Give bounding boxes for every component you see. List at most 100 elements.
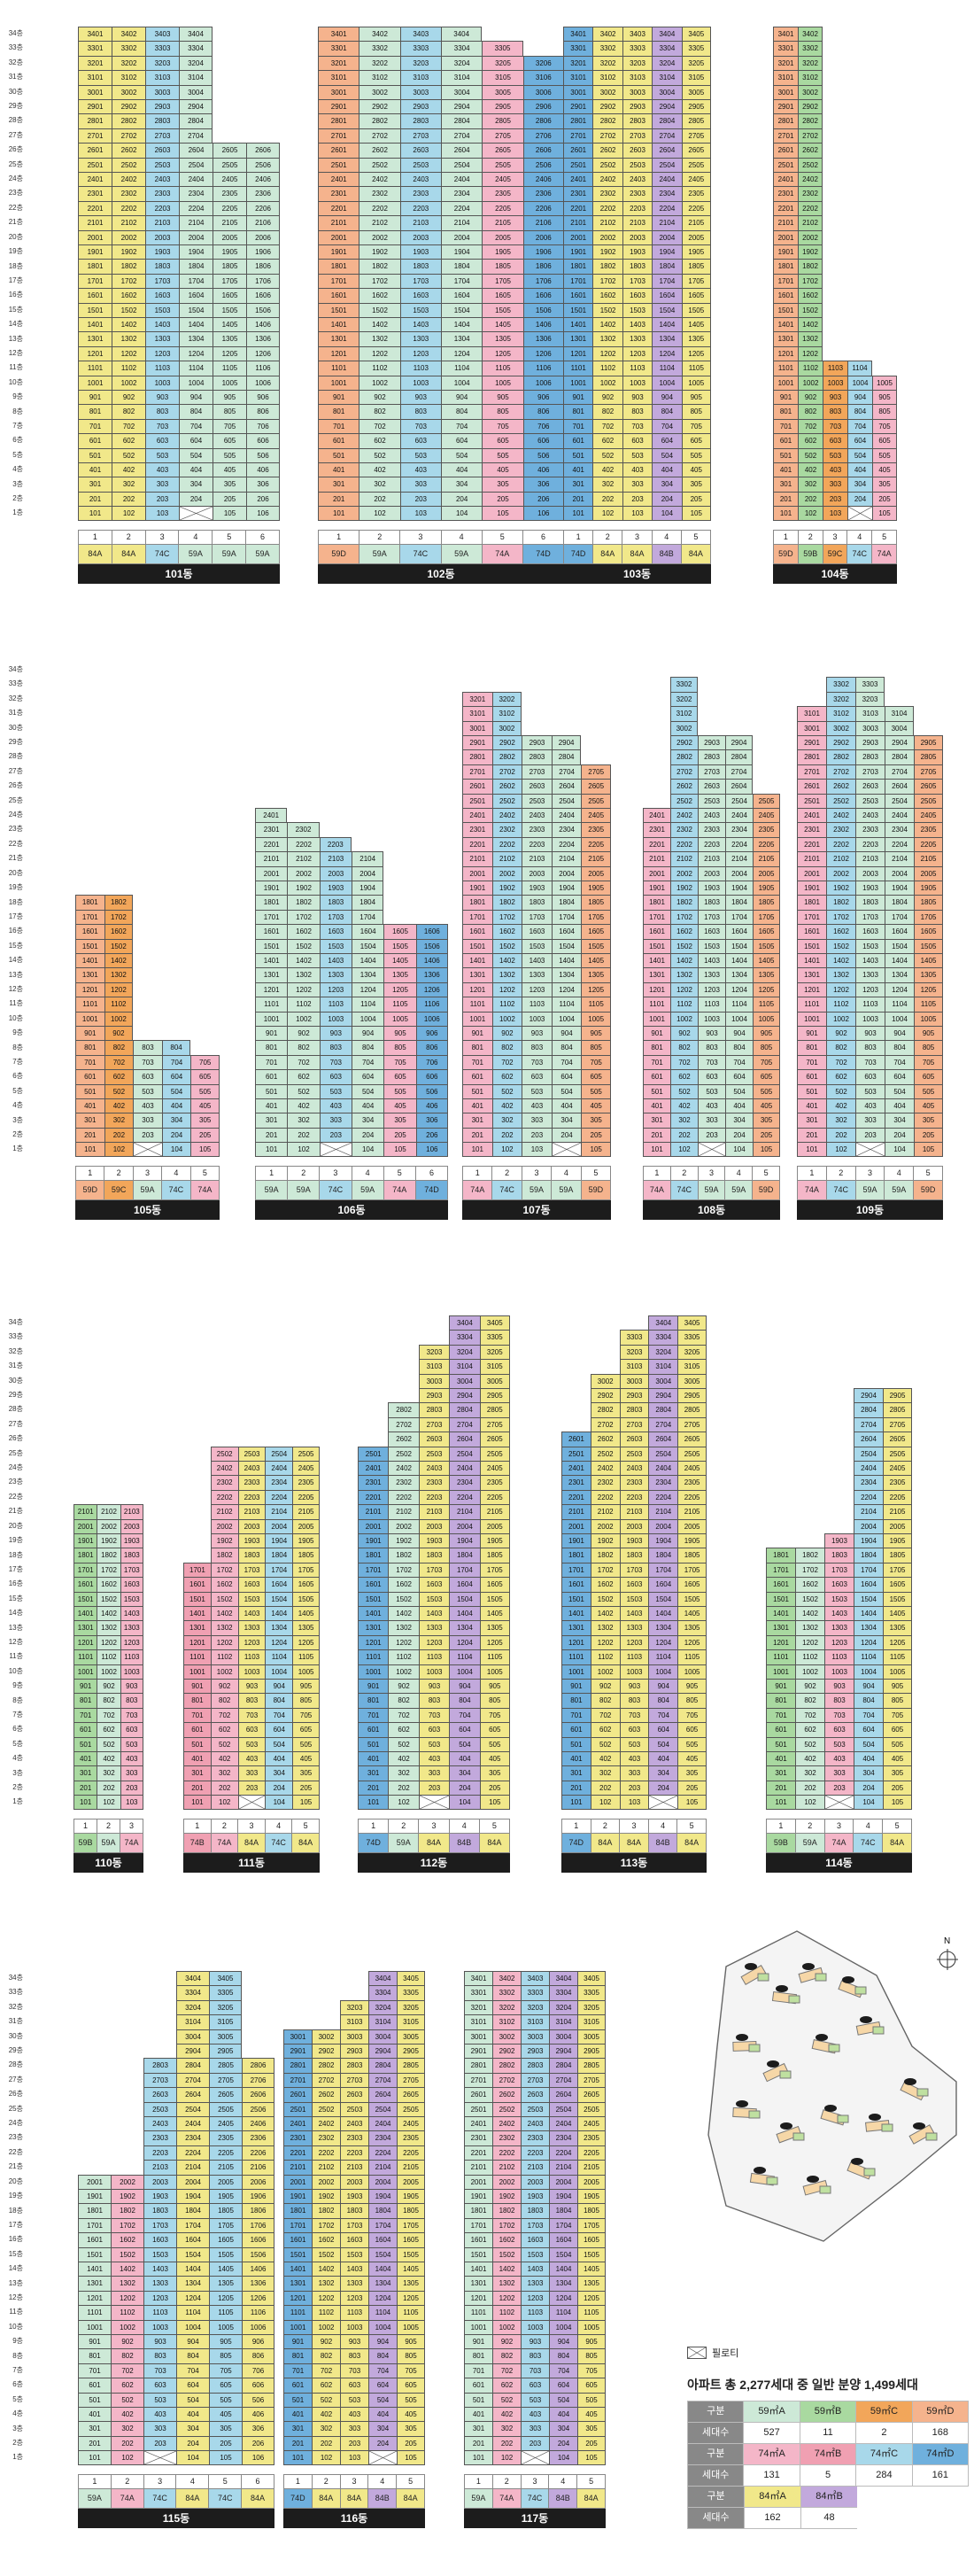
unit-cell: 2004 [551,865,582,881]
unit-cell: 3202 [112,55,145,71]
legend-count: 162 [744,2508,800,2529]
unit-type: 59A [794,1833,824,1853]
unit-cell: 1602 [104,924,134,939]
unit-cell: 702 [798,418,823,434]
unit-cell: 301 [183,1765,211,1781]
unit-cell: 2905 [883,1388,912,1403]
map-building-104 [838,1976,867,1998]
unit-cell: 2503 [145,157,179,172]
unit-cell: 3204 [648,1344,678,1360]
unit-cell: 1903 [319,881,352,896]
legend-count-row: 세대수 527 11 2 168 [687,2423,970,2444]
unit-cell: 2805 [681,113,711,128]
unit-cell: 1005 [209,2319,242,2334]
unit-cell: 2105 [482,215,523,230]
unit-cell: 501 [283,2392,312,2407]
unit-cell: 601 [561,1722,591,1737]
unit-cell: 702 [359,418,400,434]
unit-cell: 1802 [592,259,622,274]
unit-cell: 1104 [854,1649,883,1664]
unit-cell: 3102 [670,706,698,721]
unit-cell: 1004 [368,2319,397,2334]
unit-cell: 3004 [449,1373,480,1388]
unit-cell: 1501 [75,938,104,953]
floor-label: 24층 [8,2119,23,2128]
unit-cell: 1004 [847,375,872,390]
unit-cell: 603 [399,433,441,448]
unit-cell: 2302 [592,186,622,201]
unit-cell: 1906 [246,244,280,260]
unit-cell: 905 [872,390,897,405]
unit-cell: 1304 [352,967,384,982]
unit-cell: 2102 [359,215,400,230]
unit-cell: 1304 [854,1620,883,1635]
unit-cell: 2305 [883,1475,912,1490]
unit-cell: 1001 [183,1664,211,1679]
unit-cell: 904 [368,2334,397,2349]
unit-cell: 1403 [399,317,441,332]
unit-cell: 1302 [798,331,823,346]
legend-count: 11 [799,2423,856,2444]
unit-cell: 3002 [590,1373,620,1388]
unit-cell: 904 [449,1679,480,1694]
unit-cell: 1602 [592,288,622,303]
unit-cell: 705 [190,1054,220,1070]
unit-cell: 3003 [619,1373,649,1388]
legend-count: 2 [855,2423,912,2444]
unit-cell: 1501 [462,938,492,953]
unit-cell: 606 [246,433,280,448]
unit-cell: 704 [551,1054,582,1070]
unit-cell: 2802 [112,113,145,128]
unit-cell: 3304 [549,1985,577,2000]
unit-cell: 1503 [824,1591,854,1606]
unit-cell: 1605 [677,1577,707,1592]
unit-cell: 1004 [449,1664,480,1679]
unit-cell: 2403 [522,808,552,823]
floor-label: 14층 [8,2264,23,2273]
legend-count: 131 [743,2465,800,2487]
unit-cell: 2902 [798,99,823,114]
unit-cell: 1402 [795,1606,824,1621]
unit-type: 84A [418,1833,449,1853]
unit-cell: 3001 [464,2029,492,2044]
unit-cell: 1006 [415,1011,448,1026]
unit-cell: 1203 [319,982,352,997]
unit-cell: 1104 [648,1649,678,1664]
unit-cell: 801 [78,2348,111,2363]
unit-cell: 1902 [287,881,320,896]
unit-cell: 2502 [592,157,622,172]
unit-cell: 3104 [179,70,213,85]
unit-cell: 2405 [479,1461,510,1476]
unit-cell: 902 [592,390,622,405]
line-number: 4 [853,1818,883,1834]
unit-cell: 502 [590,1736,620,1751]
unit-cell: 2201 [78,200,112,216]
floor-label: 28층 [8,2060,23,2069]
unit-cell: 2605 [577,2087,606,2102]
unit-cell: 505 [914,1083,943,1098]
unit-cell: 1904 [885,881,914,896]
unit-cell: 1901 [255,881,288,896]
unit-cell: 402 [359,462,400,477]
unit-cell: 2604 [551,779,582,794]
floor-label: 5층 [12,2394,23,2403]
unit-type: 59D [580,1180,612,1200]
unit-cell: 504 [551,1083,582,1098]
unit-cell: 303 [237,1765,266,1781]
unit-cell: 503 [522,1083,552,1098]
unit-cell: 2505 [883,1446,912,1461]
unit-cell: 1304 [441,331,483,346]
unit-cell: 2305 [213,186,246,201]
unit-cell: 2502 [112,157,145,172]
unit-type: 84B [647,1833,677,1853]
unit-cell: 1402 [312,2262,340,2277]
unit-cell: 2002 [210,1518,238,1533]
unit-cell: 2002 [112,229,145,244]
unit-cell: 1101 [183,1649,211,1664]
unit-cell: 602 [670,1069,698,1084]
unit-cell: 1602 [312,2232,340,2247]
unit-cell: 1306 [242,2276,274,2291]
unit-cell: 2403 [145,172,179,187]
unit-cell: 1101 [464,2305,492,2320]
unit-cell: 3301 [78,41,112,56]
